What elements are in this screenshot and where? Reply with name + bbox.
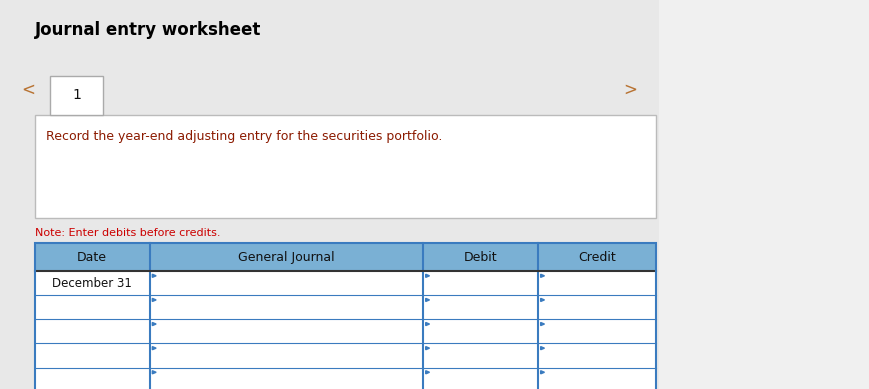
FancyBboxPatch shape: [50, 76, 103, 115]
FancyBboxPatch shape: [659, 0, 869, 389]
Polygon shape: [541, 371, 545, 374]
Polygon shape: [541, 322, 545, 326]
Text: Credit: Credit: [578, 251, 616, 264]
Text: Date: Date: [77, 251, 107, 264]
Text: Record the year-end adjusting entry for the securities portfolio.: Record the year-end adjusting entry for …: [46, 130, 442, 143]
Polygon shape: [152, 371, 156, 374]
FancyBboxPatch shape: [35, 115, 656, 218]
Text: December 31: December 31: [52, 277, 132, 290]
Text: 1: 1: [72, 88, 81, 102]
FancyBboxPatch shape: [35, 243, 656, 271]
FancyBboxPatch shape: [35, 243, 656, 389]
Polygon shape: [426, 274, 429, 277]
FancyBboxPatch shape: [0, 0, 659, 389]
Text: >: >: [623, 81, 637, 98]
Polygon shape: [426, 322, 429, 326]
Text: General Journal: General Journal: [238, 251, 335, 264]
Text: Journal entry worksheet: Journal entry worksheet: [35, 21, 262, 39]
Polygon shape: [541, 347, 545, 350]
Polygon shape: [541, 298, 545, 301]
Polygon shape: [541, 274, 545, 277]
Polygon shape: [152, 298, 156, 301]
Polygon shape: [152, 347, 156, 350]
Text: Note: Enter debits before credits.: Note: Enter debits before credits.: [35, 228, 220, 238]
Polygon shape: [426, 371, 429, 374]
Polygon shape: [152, 274, 156, 277]
Polygon shape: [426, 298, 429, 301]
Text: Debit: Debit: [464, 251, 497, 264]
Polygon shape: [152, 322, 156, 326]
Polygon shape: [426, 347, 429, 350]
Text: <: <: [21, 81, 35, 98]
